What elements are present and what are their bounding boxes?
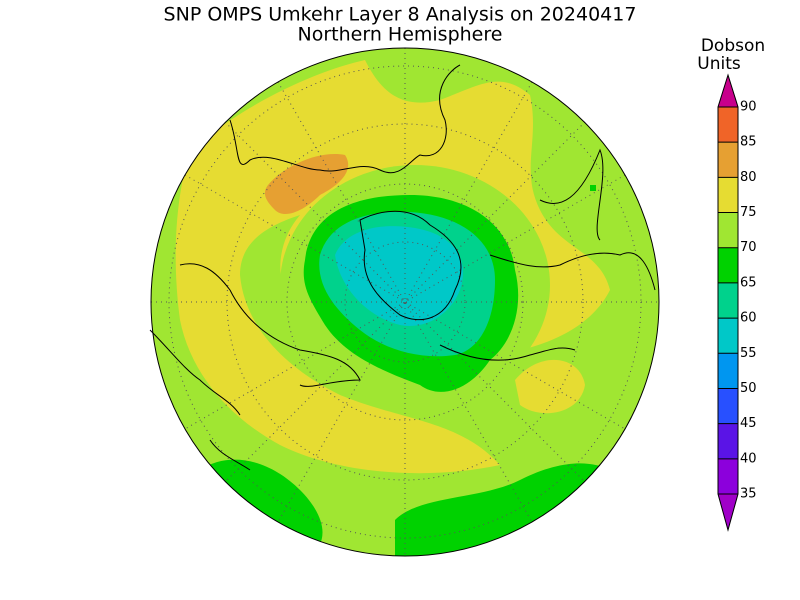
coastlines bbox=[149, 64, 656, 471]
field-cyan bbox=[335, 226, 463, 326]
coastline bbox=[539, 148, 604, 241]
colorbar-tick-label: 80 bbox=[740, 170, 757, 185]
subtitle: Northern Hemisphere bbox=[298, 24, 503, 46]
field-green-east bbox=[590, 185, 596, 191]
colorbar-band bbox=[718, 318, 738, 354]
coastline bbox=[359, 210, 462, 321]
colorbar-under-arrow bbox=[718, 494, 738, 530]
colorbar-tick-label: 70 bbox=[740, 240, 757, 255]
colorbar-tick-label: 50 bbox=[740, 381, 757, 396]
colorbar: 35 40 45 50 55 60 65 70 75 80 85 90 bbox=[717, 73, 757, 532]
colorbar-band bbox=[718, 177, 738, 213]
title: SNP OMPS Umkehr Layer 8 Analysis on 2024… bbox=[164, 4, 637, 26]
colorbar-band bbox=[718, 282, 738, 319]
colorbar-over-arrow bbox=[718, 75, 738, 107]
coastline bbox=[229, 64, 461, 174]
colorbar-band bbox=[718, 247, 738, 283]
coastline bbox=[149, 329, 251, 471]
coastline bbox=[439, 344, 576, 361]
colorbar-tick-label: 60 bbox=[740, 311, 757, 326]
colorbar-label: Dobson bbox=[701, 36, 765, 56]
latitude-circle bbox=[344, 241, 466, 363]
colorbar-tick-label: 85 bbox=[740, 135, 757, 150]
colorbar-band bbox=[718, 353, 738, 389]
field-orange bbox=[264, 154, 349, 215]
colorbar-tick-label: 65 bbox=[740, 275, 757, 290]
graticule bbox=[151, 48, 659, 556]
field-yellow-east bbox=[515, 359, 585, 414]
coastline bbox=[489, 252, 656, 291]
colorbar-tick-label: 45 bbox=[740, 416, 757, 431]
colorbar-band bbox=[718, 142, 738, 178]
colorbar-tick-label: 55 bbox=[740, 346, 757, 361]
colorbar-band bbox=[718, 423, 738, 459]
map-boundary bbox=[150, 47, 660, 557]
colorbar-band bbox=[718, 107, 738, 143]
colorbar-tick-label: 75 bbox=[740, 205, 757, 220]
colorbar-tick-label: 35 bbox=[740, 487, 757, 502]
colorbar-band bbox=[718, 388, 738, 424]
colorbar-tick-label: 40 bbox=[740, 451, 757, 466]
colorbar-band bbox=[718, 458, 738, 494]
latitude-circle bbox=[226, 123, 584, 481]
colorbar-label: Units bbox=[697, 54, 741, 74]
colorbar-tick-label: 90 bbox=[740, 100, 757, 115]
colorbar-band bbox=[718, 212, 738, 248]
coastline bbox=[179, 263, 361, 387]
